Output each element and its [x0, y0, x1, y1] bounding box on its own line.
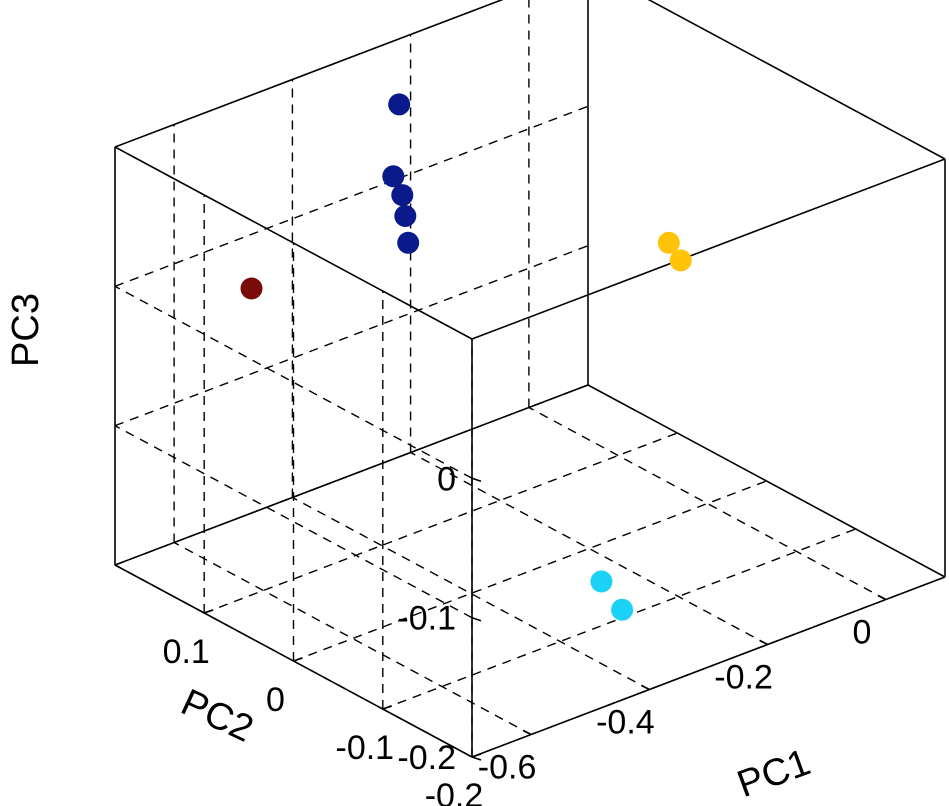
grid-line-back-z [114, 245, 589, 427]
data-point-series-4 [611, 598, 634, 621]
data-point-series-2 [382, 165, 405, 188]
x-tick-mark [759, 639, 768, 646]
grid-line-floor-y [382, 528, 857, 710]
y-tick-mark [471, 753, 482, 758]
data-point-series-2 [397, 231, 420, 254]
axes-box [114, 0, 946, 761]
y-tick-label: -0.1 [336, 729, 395, 767]
z-tick-mark [471, 756, 482, 761]
box-edge [647, 0, 946, 160]
y-tick-mark [203, 609, 214, 614]
grid-lines [114, 0, 946, 758]
data-point-series-2 [391, 184, 414, 207]
box-edge [114, 384, 589, 566]
z-axis-label: PC3 [5, 293, 47, 367]
y-tick-label: 0.1 [163, 633, 210, 671]
x-tick-mark [877, 594, 887, 601]
x-tick-label: -0.6 [478, 749, 537, 787]
data-point-series-4 [590, 570, 613, 593]
z-tick-mark [471, 616, 482, 622]
data-point-series-3 [657, 231, 680, 254]
x-tick-label: 0 [852, 614, 871, 652]
y-tick-label: 0 [266, 681, 285, 719]
z-tick-label: -0.1 [397, 600, 456, 638]
grid-line-floor-y [293, 480, 767, 662]
z-tick-label: -0.2 [397, 739, 456, 777]
x-tick-mark [641, 684, 650, 691]
y-tick-mark [382, 705, 393, 710]
tick-labels: -0.6-0.4-0.20-0.2-0.100.1-0.2-0.10 [163, 460, 872, 806]
grid-line-back-z [114, 105, 589, 287]
box-edge [471, 576, 946, 758]
data-point-series-1 [240, 277, 263, 300]
z-tick-label: 0 [437, 460, 456, 498]
x-axis-label: PC1 [732, 741, 816, 806]
box-edge [114, 146, 473, 340]
x-tick-label: -0.4 [596, 704, 655, 742]
grid-line-side-z [114, 425, 473, 619]
y-tick-label: -0.2 [425, 777, 484, 806]
grid-line-floor-x [292, 496, 650, 691]
data-point-series-2 [394, 205, 417, 227]
data-point-series-3 [669, 249, 692, 272]
grid-line-floor-x [528, 406, 887, 601]
grid-line-side-z [114, 285, 473, 479]
x-tick-mark [522, 729, 532, 736]
data-point-series-2 [388, 93, 411, 116]
y-tick-mark [293, 657, 303, 662]
box-edge [587, 384, 946, 578]
grid-line-floor-x [410, 451, 768, 646]
x-tick-label: -0.2 [714, 659, 773, 697]
box-edge [114, 0, 504, 148]
y-axis-label: PC2 [175, 681, 260, 750]
z-tick-mark [471, 477, 482, 483]
data-points [240, 93, 692, 621]
grid-line-floor-y [203, 432, 678, 614]
box-edge [471, 158, 946, 340]
